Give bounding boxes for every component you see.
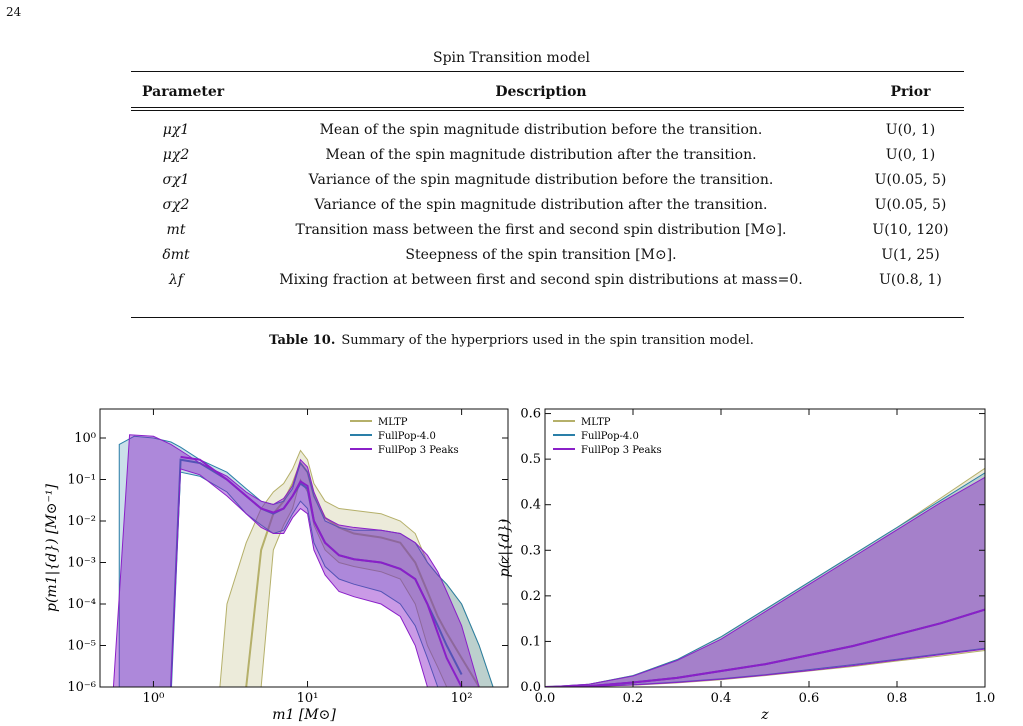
x-tick-label: 1.0 xyxy=(975,691,996,706)
table-row: μχ1 Mean of the spin magnitude distribut… xyxy=(131,122,964,146)
x-tick-label: 0.0 xyxy=(535,691,556,706)
y-tick-label: 0.2 xyxy=(520,589,541,604)
mass-distribution-plot: 10⁰ 10¹ 10² 10⁰ 10⁻¹ 10⁻² 10⁻³ 10⁻⁴ 10⁻⁵ 10⁻⁶ m1 [… xyxy=(44,408,509,723)
legend-entry: MLTP xyxy=(581,417,611,428)
prior-cell: U(0.05, 5) xyxy=(874,172,947,188)
y-tick-label: 10⁻⁶ xyxy=(67,680,96,695)
axes-frame xyxy=(99,408,509,688)
description-cell: Steepness of the spin transition [M⊙]. xyxy=(405,247,677,263)
table-row: μχ2 Mean of the spin magnitude distribut… xyxy=(131,147,964,171)
description-cell: Mean of the spin magnitude distribution … xyxy=(325,147,757,163)
prior-cell: U(10, 120) xyxy=(872,222,949,238)
y-axis-label: p(m1|{d}) [M⊙⁻¹] xyxy=(44,483,60,612)
param-cell: μχ2 xyxy=(162,147,190,163)
axes-frame xyxy=(544,408,986,688)
x-axis-label: m1 [M⊙] xyxy=(272,707,336,723)
param-cell: mt xyxy=(166,222,186,238)
y-tick-label: 0.5 xyxy=(520,452,541,467)
redshift-distribution-plot: 0.0 0.2 0.4 0.6 0.8 1.0 0.0 0.1 0.2 0.3 0.4 0.5 0.6 z… xyxy=(497,407,995,723)
param-cell: λf xyxy=(168,272,184,288)
header-rule-1 xyxy=(131,107,964,108)
legend-entry: FullPop-4.0 xyxy=(581,431,639,442)
band-fullpop-3-peaks xyxy=(112,434,480,687)
y-tick-label: 10⁻⁵ xyxy=(67,639,96,654)
param-cell: μχ1 xyxy=(162,122,190,138)
x-tick-label: 0.8 xyxy=(887,691,908,706)
median-line-fullpop-3-peaks xyxy=(545,608,985,687)
description-cell: Variance of the spin magnitude distribut… xyxy=(314,197,768,213)
y-tick-label: 10⁰ xyxy=(74,431,96,446)
y-tick-label: 0.6 xyxy=(520,407,541,422)
legend-entry: FullPop 3 Peaks xyxy=(378,445,459,456)
band-fullpop-3-peaks xyxy=(545,476,985,687)
param-cell: σχ1 xyxy=(162,172,190,188)
prior-cell: U(1, 25) xyxy=(881,247,940,263)
y-tick-label: 0.0 xyxy=(520,680,541,695)
prior-cell: U(0.05, 5) xyxy=(874,197,947,213)
y-axis-label: p(z|{d}) xyxy=(497,519,513,578)
description-cell: Transition mass between the first and se… xyxy=(295,222,787,238)
table-row: mt Transition mass between the first and… xyxy=(131,222,964,246)
table-row: δmt Steepness of the spin transition [M⊙… xyxy=(131,247,964,271)
description-cell: Mixing fraction at between first and sec… xyxy=(279,272,803,288)
band-mltp xyxy=(219,449,494,687)
x-tick-label: 0.2 xyxy=(623,691,644,706)
y-tick-label: 10⁻¹ xyxy=(67,473,96,488)
y-tick-label: 10⁻² xyxy=(67,514,96,529)
figure: 10⁰ 10¹ 10² 10⁰ 10⁻¹ 10⁻² 10⁻³ 10⁻⁴ 10⁻⁵ 10⁻⁶ m1 [… xyxy=(44,407,995,723)
header-parameter: Parameter xyxy=(142,84,225,100)
table-row: σχ1 Variance of the spin magnitude distr… xyxy=(131,172,964,196)
y-tick-label: 10⁻³ xyxy=(67,556,96,571)
table-top-rule xyxy=(131,71,964,73)
table-row: λf Mixing fraction at between first and … xyxy=(131,272,964,296)
legend-entry: FullPop 3 Peaks xyxy=(581,445,662,456)
header-description: Description xyxy=(495,84,587,100)
table-caption-label: Table 10. xyxy=(269,333,336,348)
header-prior: Prior xyxy=(890,84,931,100)
table-bottom-rule xyxy=(131,317,964,319)
table-row: σχ2 Variance of the spin magnitude distr… xyxy=(131,197,964,221)
x-tick-label: 10² xyxy=(451,691,473,706)
table-caption: Table 10. Summary of the hyperpriors used… xyxy=(0,333,1023,348)
median-line-fullpop-3-peaks xyxy=(180,455,463,687)
table-caption-text: Summary of the hyperpriors used in the s… xyxy=(341,333,754,348)
legend-entry: MLTP xyxy=(378,417,408,428)
y-tick-label: 0.4 xyxy=(520,498,541,513)
x-tick-label: 0.4 xyxy=(711,691,732,706)
prior-cell: U(0, 1) xyxy=(885,147,936,163)
x-axis-label: z xyxy=(760,707,769,723)
plot-area xyxy=(545,467,985,687)
legend-entry: FullPop-4.0 xyxy=(378,431,436,442)
prior-cell: U(0, 1) xyxy=(885,122,936,138)
description-cell: Variance of the spin magnitude distribut… xyxy=(308,172,774,188)
prior-cell: U(0.8, 1) xyxy=(879,272,942,288)
page-number: 24 xyxy=(6,5,22,19)
param-cell: σχ2 xyxy=(162,197,190,213)
description-cell: Mean of the spin magnitude distribution … xyxy=(319,122,763,138)
x-tick-label: 10¹ xyxy=(297,691,319,706)
plot-area xyxy=(112,434,494,687)
header-rule-2 xyxy=(131,110,964,111)
y-tick-label: 0.3 xyxy=(520,543,541,558)
x-tick-label: 0.6 xyxy=(799,691,820,706)
param-cell: δmt xyxy=(162,247,190,263)
table-title: Spin Transition model xyxy=(433,50,590,66)
y-tick-label: 10⁻⁴ xyxy=(67,597,96,612)
x-tick-label: 10⁰ xyxy=(143,691,165,706)
y-tick-label: 0.1 xyxy=(520,634,541,649)
